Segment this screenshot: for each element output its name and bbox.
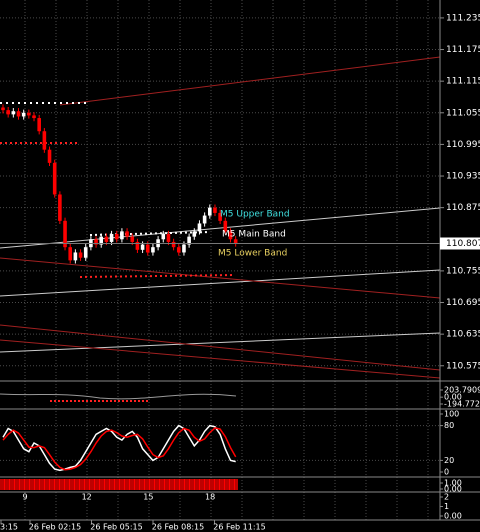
candle-body <box>140 244 145 250</box>
vertical-grid <box>0 0 440 520</box>
candle-body <box>120 231 124 240</box>
stochastic-line <box>2 424 236 472</box>
y-tick-label: 20 <box>444 456 454 465</box>
candle-body <box>171 241 176 248</box>
candle-body <box>99 236 104 245</box>
candle-body <box>104 236 109 242</box>
trend-line <box>0 324 441 371</box>
candle-body <box>11 111 16 115</box>
current-price-label: 110.807 <box>446 239 480 249</box>
y-tick-label: 110.575 <box>446 361 480 371</box>
indicator-line <box>0 393 237 400</box>
y-tick-label: 110.755 <box>446 266 480 276</box>
day-label: 15 <box>143 493 153 502</box>
y-tick-label: 0.00 <box>444 485 462 494</box>
band-label: M5 Main Band <box>222 230 286 240</box>
candle-body <box>94 239 98 245</box>
candle-body <box>37 118 41 132</box>
x-tick-label: 3:15 <box>0 523 18 532</box>
y-tick-label: 111.115 <box>446 77 480 87</box>
candle-body <box>78 252 83 258</box>
y-tick-label: 0.00 <box>444 393 462 402</box>
candle-body <box>52 162 57 195</box>
candle-body <box>1 107 5 111</box>
candle-body <box>83 247 88 258</box>
candle-body <box>109 234 114 242</box>
y-tick-label: 111.055 <box>446 108 480 118</box>
candle-body <box>192 231 197 237</box>
candle-body <box>223 220 228 232</box>
candle-body <box>233 239 238 244</box>
candle-body <box>228 231 233 240</box>
day-label: 9 <box>22 493 27 502</box>
candle-body <box>135 241 140 250</box>
x-tick-label: 26 Feb 11:15 <box>213 523 265 532</box>
y-tick-label: 100 <box>444 410 459 419</box>
candle-body <box>208 207 212 216</box>
current-price-box <box>440 237 480 250</box>
stochastic-line <box>2 427 237 471</box>
candle-body <box>187 236 191 245</box>
candle-body <box>166 234 171 242</box>
y-tick-label: 111.175 <box>446 45 480 55</box>
y-tick-label: 1.00 <box>444 479 462 488</box>
y-tick-label: 1 <box>444 502 449 511</box>
dot-row <box>79 274 236 278</box>
candle-body <box>161 234 166 240</box>
y-tick-label: 110.935 <box>446 172 480 182</box>
y-tick-label: 110.635 <box>446 330 480 340</box>
candle-body <box>213 207 217 213</box>
candle-body <box>202 215 207 224</box>
y-tick-label: 203.7909 <box>444 386 480 395</box>
candle-body <box>145 244 150 253</box>
candle-body <box>63 220 67 248</box>
trend-line <box>0 207 441 249</box>
x-tick-label: 26 Feb 08:15 <box>152 523 204 532</box>
trend-line <box>0 332 441 353</box>
candle-body <box>125 231 129 237</box>
y-tick-label: 0 <box>444 468 449 477</box>
day-label: 12 <box>82 493 92 502</box>
x-tick-label: 26 Feb 02:15 <box>29 523 81 532</box>
candle-body <box>114 234 119 240</box>
trend-line <box>59 56 441 106</box>
y-tick-label: 110.875 <box>446 203 480 213</box>
x-tick-label: 26 Feb 05:15 <box>90 523 142 532</box>
y-tick-label: 110.695 <box>446 298 480 308</box>
candle-body <box>27 112 31 116</box>
trend-line <box>0 269 441 297</box>
candle-body <box>42 131 47 150</box>
y-tick-label: 2 <box>444 493 449 502</box>
candle-body <box>182 244 186 253</box>
candle-body <box>73 252 78 261</box>
day-label: 18 <box>205 493 215 502</box>
trend-line <box>0 339 441 379</box>
y-tick-label: -194.7728 <box>444 400 480 409</box>
band-label: M5 Lower Band <box>218 249 287 259</box>
candle-body <box>151 247 155 253</box>
y-tick-label: 110.995 <box>446 140 480 150</box>
candle-body <box>197 223 202 232</box>
candle-body <box>130 236 135 242</box>
candle-body <box>218 212 222 221</box>
candle-body <box>32 115 36 119</box>
candle-body <box>68 247 73 261</box>
candle-body <box>47 149 52 163</box>
candle-body <box>176 247 181 253</box>
y-tick-label: 80 <box>444 421 454 430</box>
band-label: M5 Upper Band <box>220 210 290 220</box>
candle-body <box>58 194 62 221</box>
y-tick-label: 0.00 <box>444 512 462 521</box>
candle-body <box>6 110 10 115</box>
y-tick-label: 111.235 <box>446 13 480 23</box>
histogram-block <box>0 479 238 490</box>
candle-body <box>21 112 26 117</box>
trend-line <box>0 257 441 299</box>
candle-body <box>16 111 21 117</box>
